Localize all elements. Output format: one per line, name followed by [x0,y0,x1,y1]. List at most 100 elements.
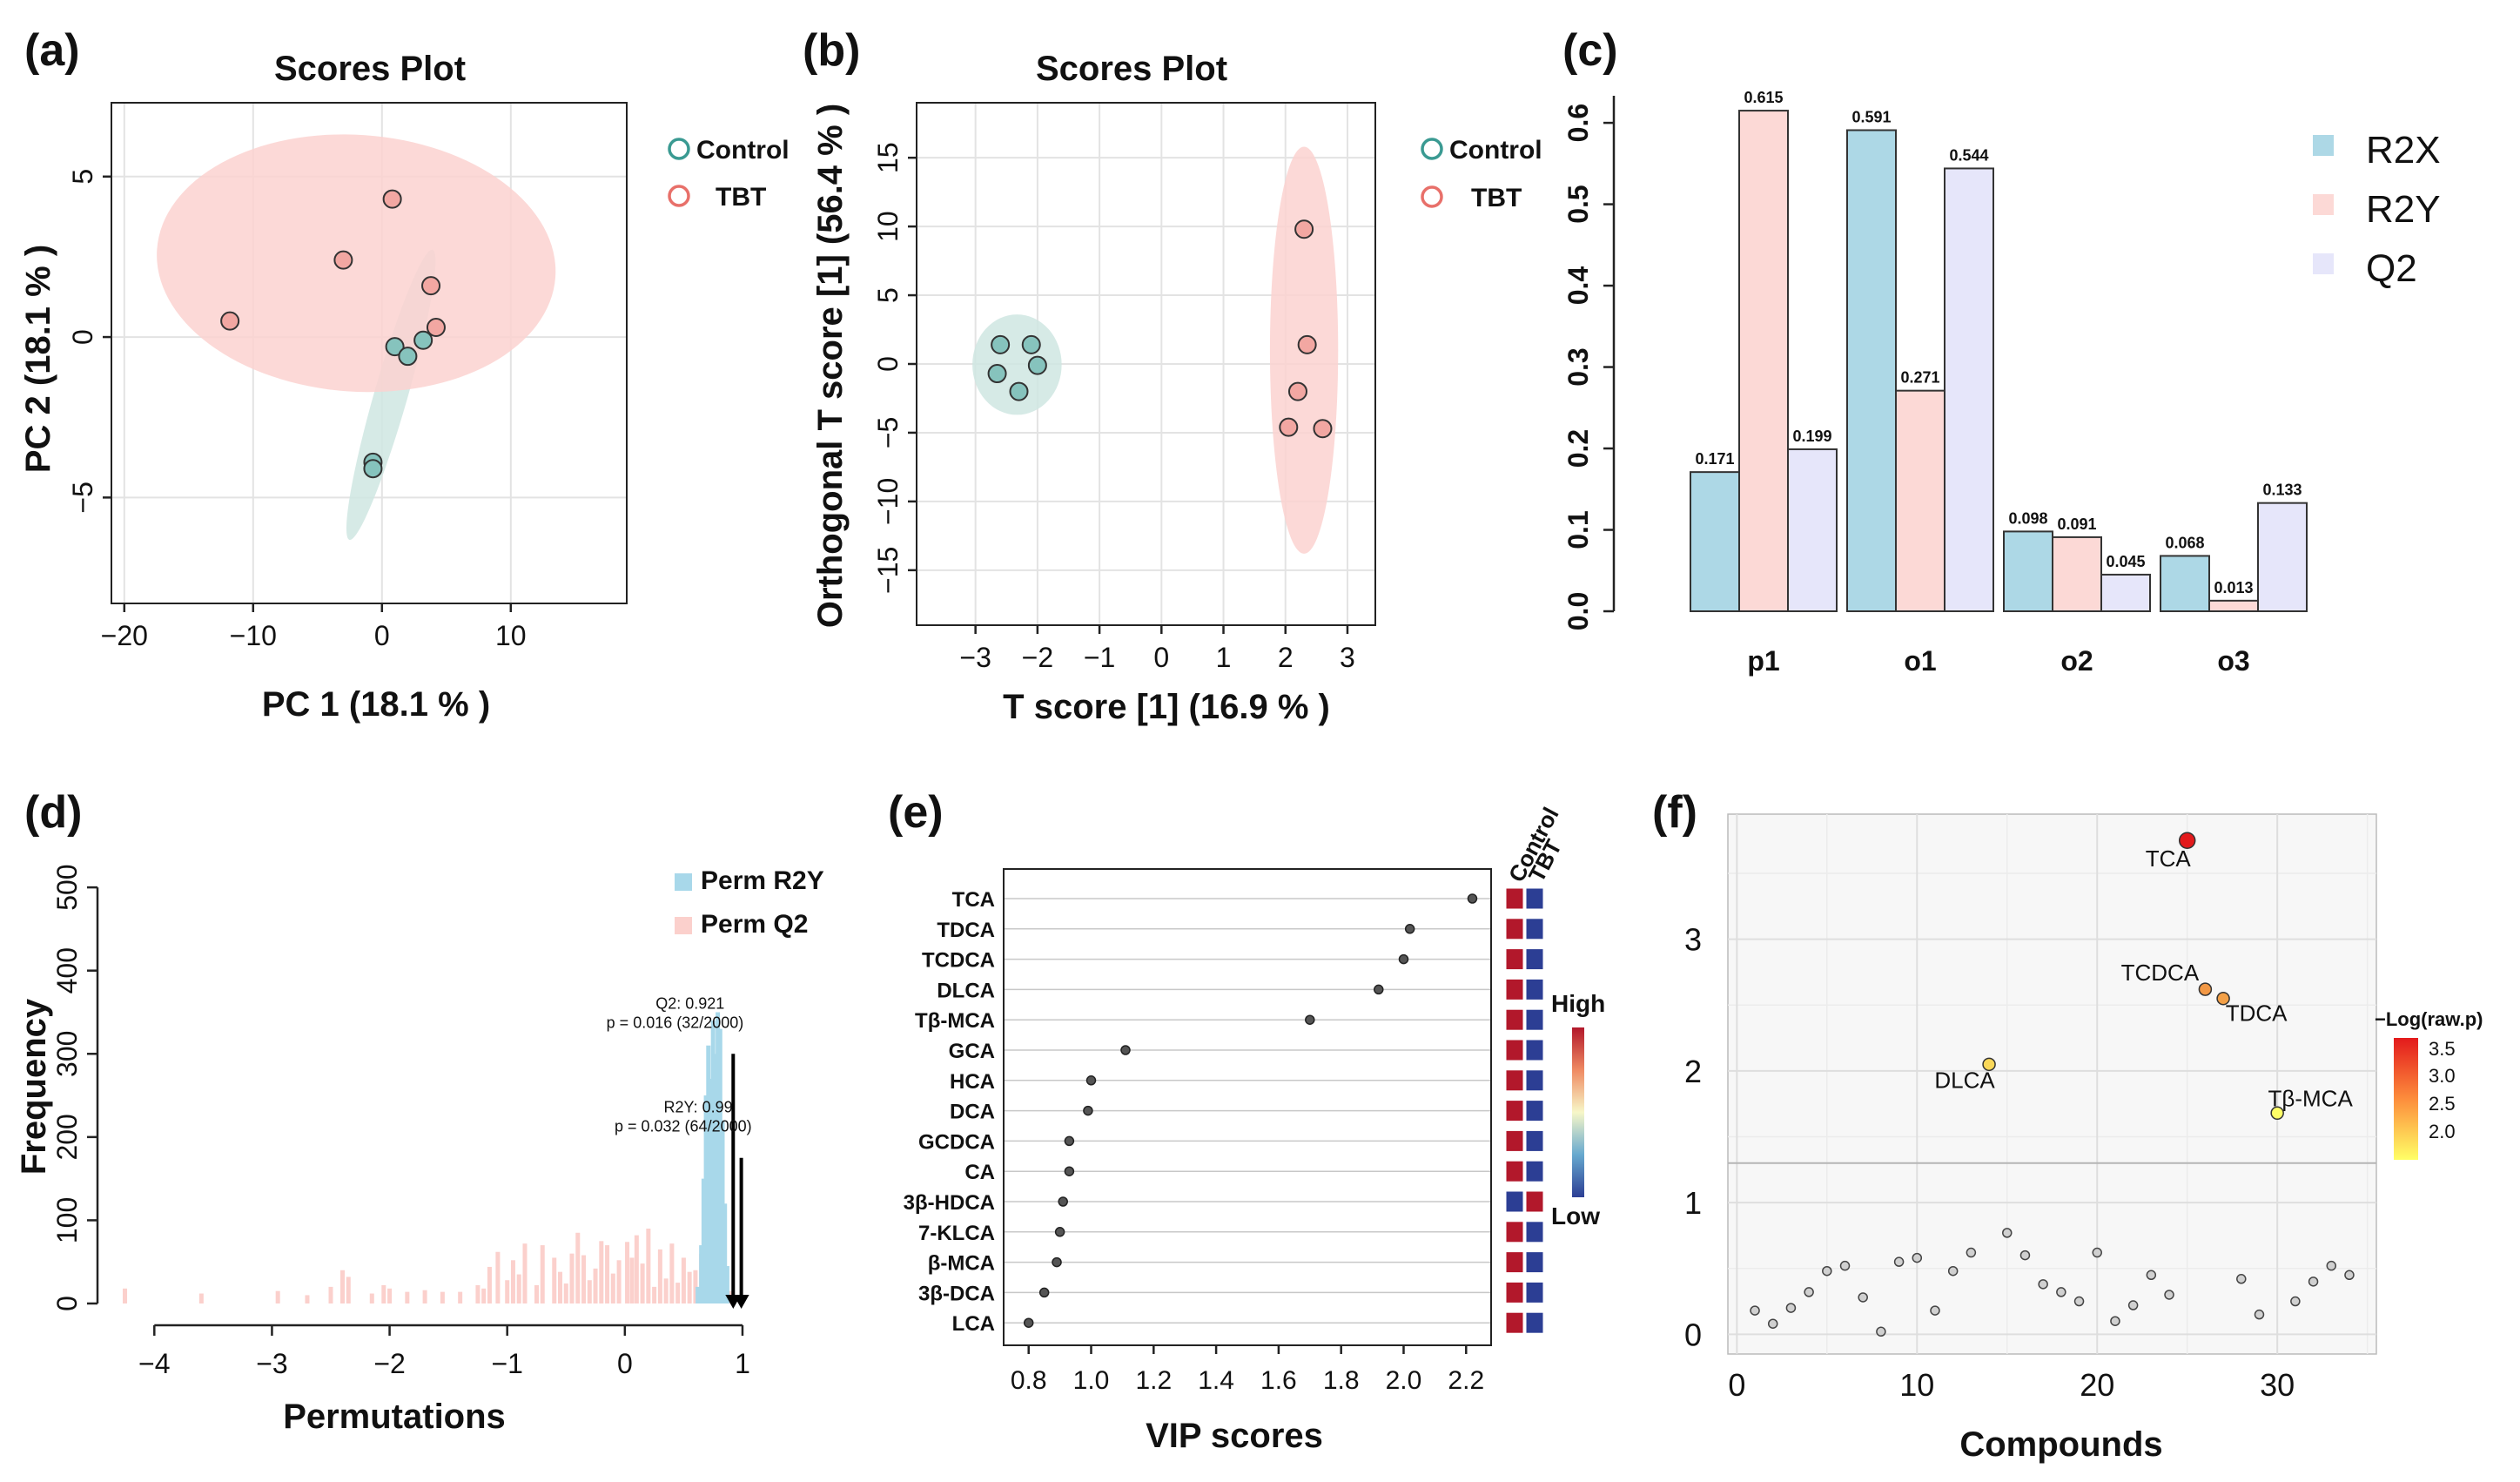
panel-c-plot-area: 0.0 0.1 0.2 0.3 0.4 0.5 0.6 0.171 0.615 0.199 p1 0.… [1562,89,2308,677]
x-tick-label: −1 [491,1348,522,1379]
panel-c: (c) 0.0 0.1 0.2 0.3 0.4 0.5 0.6 0.171 0.615 0.199… [1562,25,2441,677]
heat-cell-tbt [1525,1190,1544,1213]
colorbar-tick-label: 3.5 [2429,1038,2456,1060]
legend-swatch-r2x [2313,135,2334,156]
vip-point-TCA [1467,893,1478,904]
panel-e-xlabel: VIP scores [1146,1417,1323,1455]
panel-f-xlabel: Compounds [1959,1425,2162,1464]
plot-frame [1003,868,1492,1346]
bar-r2y-o3 [2208,599,2259,613]
legend-tbt-marker [668,185,690,207]
heat-cell-tbt [1525,918,1544,940]
hist-bar-perm-r2y [706,1045,711,1303]
x-category-label: p1 [1747,645,1779,677]
panel-a-plot-area: −20 −10 0 10 −5 0 5 [67,102,628,651]
compound-point [2290,1296,2301,1307]
y-tick-label: 1 [1684,1185,1702,1221]
plot-frame [916,102,1376,626]
vip-point-GCA [1120,1045,1131,1055]
score-point-tbt [1294,219,1314,239]
marker-annotation-q2: Q2: 0.921 [655,994,724,1012]
panel-b-legend: Control TBT [1421,136,1542,212]
heat-cell-control [1505,1039,1524,1061]
legend-label-r2x: R2X [2366,129,2441,172]
compound-point [1822,1265,1832,1277]
bar-q2-o2 [2100,573,2151,613]
legend-swatch-perm-q2 [675,917,692,934]
bar-value-label: 0.013 [2214,579,2253,596]
x-tick-label: 1.6 [1260,1366,1297,1395]
colorbar-tick-label: 2.5 [2429,1093,2456,1115]
legend-tbt-label: TBT [1471,184,1522,212]
significant-point-TCDCA [2198,982,2213,996]
heat-cell-tbt [1525,1039,1544,1061]
compound-point [2254,1309,2265,1320]
hist-bar-perm-q2 [534,1284,539,1303]
marker-annotation-q2: p = 0.016 (32/2000) [607,1014,744,1031]
confidence-ellipse-tbt [157,134,556,393]
score-point-tbt [426,318,446,338]
score-point-tbt [1279,417,1299,437]
compound-point [2038,1279,2048,1290]
panel-f-letter: (f) [1652,787,1697,838]
panel-b: (b) Scores Plot −3 −2 −1 0 1 2 3−15−10−5051015… [803,25,1542,726]
significant-point-label: Tβ-MCA [2268,1085,2354,1111]
compound-point [2019,1250,2031,1261]
x-tick-label: −1 [1084,642,1115,673]
hist-bar-perm-q2 [475,1284,480,1303]
panel-e: (e) TCA TDCA TCDCA DLCA Tβ-MCA GCA HCA DCA GCDCA… [888,787,1605,1455]
panel-a-letter: (a) [24,25,80,76]
colorbar-high-label: High [1551,990,1605,1017]
feature-label: TCDCA [922,949,995,973]
panel-b-xlabel: T score [1] (16.9 % ) [1003,688,1330,726]
bar-value-label: 0.544 [1949,146,1988,164]
feature-label: β-MCA [928,1252,995,1276]
feature-label: 7-KLCA [918,1222,995,1245]
heat-cell-tbt [1525,1160,1544,1182]
heat-cell-control [1505,918,1524,940]
x-tick-label: 1.8 [1323,1366,1360,1395]
bar-r2x-o1 [1846,129,1897,613]
legend-swatch-r2y [2313,194,2334,215]
hist-bar-perm-q2 [587,1280,592,1303]
bar-r2y-o1 [1895,389,1945,612]
hist-bar-perm-r2y [722,1203,728,1303]
compound-point [2164,1290,2174,1300]
heat-cell-control [1505,1160,1524,1182]
colorbar-low-label: Low [1551,1202,1600,1229]
hist-bar-perm-q2 [581,1255,587,1303]
heat-cell-tbt [1525,1100,1544,1122]
vip-point-HCA [1085,1075,1097,1086]
x-tick-label: 0 [374,620,390,651]
x-tick-label: 0.8 [1011,1366,1047,1395]
score-point-control [398,347,418,367]
x-tick-label: 1.2 [1135,1366,1172,1395]
vip-point-DLCA [1374,984,1384,995]
hist-bar-perm-r2y [703,1095,709,1303]
hist-bar-perm-r2y [699,1245,704,1303]
vip-point-7-KLCA [1054,1227,1065,1237]
x-category-label: o3 [2217,645,2249,677]
hist-bar-perm-q2 [540,1245,545,1303]
heat-cell-tbt [1525,1129,1544,1152]
vip-point-GCDCA [1064,1135,1075,1147]
heat-cell-tbt [1525,1311,1544,1334]
panel-d: (d) −4 −3 −2 −1 0 1 0 100 200 300 400 500 Q2: 0.921 p… [15,787,824,1436]
compound-point [2326,1260,2337,1271]
score-point-tbt [421,276,441,296]
legend-control-marker [1421,138,1443,160]
panel-a: (a) Scores Plot −20 −10 0 10 −5 0 5 PC 1 (18.1… [19,25,790,724]
x-tick-label: −2 [373,1348,405,1379]
hist-bar-perm-q2 [340,1270,346,1303]
legend-label-perm-q2: Perm Q2 [701,910,808,939]
panel-f-plot-area: 0 10 20 30 0 1 2 3 TCA TCDCA TDCA DLCA Tβ-MCA −Log(ra… [1684,813,2483,1403]
compound-point [1804,1287,1814,1297]
bar-r2x-o2 [2003,530,2053,612]
legend-swatch-perm-r2y [675,873,692,891]
panel-e-plot-area: TCA TDCA TCDCA DLCA Tβ-MCA GCA HCA DCA GCDCA CA 3β… [904,803,1606,1395]
heat-cell-control [1505,1100,1524,1122]
hist-bar-perm-q2 [640,1263,645,1303]
legend-control-label: Control [1449,136,1542,165]
compound-point [2056,1287,2066,1297]
